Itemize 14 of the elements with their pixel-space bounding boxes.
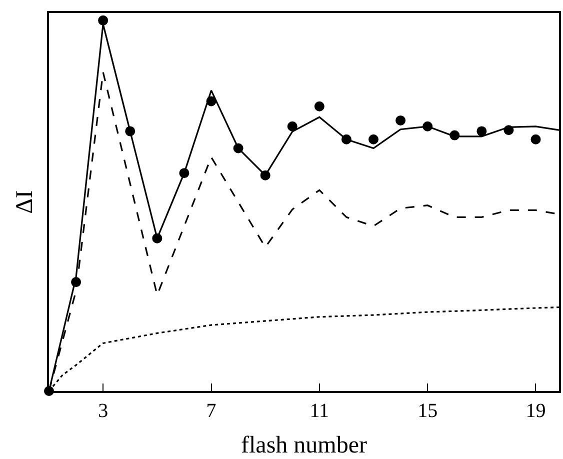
point	[476, 126, 487, 136]
x-tick-label: 19	[526, 400, 546, 422]
point	[368, 134, 378, 144]
point	[287, 121, 298, 132]
point	[396, 115, 406, 126]
x-tick-label: 3	[98, 400, 108, 422]
x-tick-label: 11	[310, 400, 330, 422]
x-tick-label: 7	[206, 400, 216, 422]
point	[98, 15, 108, 26]
x-tick-label: 15	[418, 400, 438, 422]
x-axis-title: flash number	[241, 432, 367, 459]
y-axis-title: ΔI	[12, 190, 38, 214]
point	[314, 101, 324, 112]
point	[530, 134, 541, 144]
